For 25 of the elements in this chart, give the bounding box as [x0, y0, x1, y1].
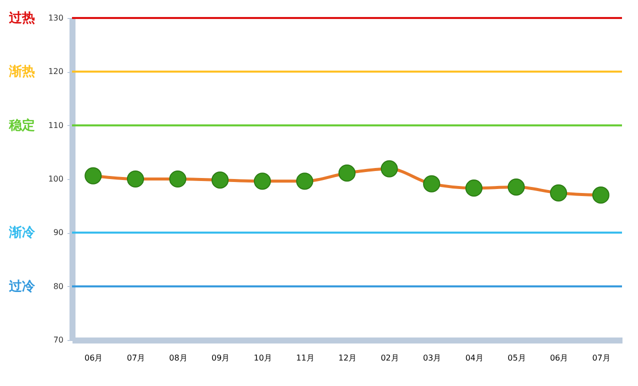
x-tick-label: 07月 [592, 354, 610, 362]
x-tick-label: 10月 [254, 354, 272, 362]
y-tick-label: 100 [48, 174, 64, 184]
y-tick-label: 110 [48, 120, 64, 130]
text: 渐热 [8, 64, 35, 80]
text: 过热 [8, 11, 35, 26]
x-tick-label: 02月 [380, 354, 399, 362]
y-tick-label: 90 [53, 228, 64, 238]
y-tick-label: 80 [53, 282, 64, 291]
y-tick-label: 70 [53, 336, 64, 344]
y-tick-label: 120 [48, 67, 64, 76]
x-tick-label: 11月 [296, 354, 314, 362]
x-tick-label: 05月 [508, 354, 526, 362]
x-tick-label: 08月 [169, 354, 188, 362]
x-tick-label: 06月 [84, 354, 103, 362]
x-tick-label: 07月 [126, 354, 146, 362]
y-tick-label: 130 [48, 14, 64, 22]
text: 稳定 [8, 117, 35, 134]
x-tick-label: 09月 [211, 354, 230, 362]
x-tick-label: 12月 [338, 354, 357, 362]
text: 过冷 [8, 279, 36, 294]
x-tick-label: 04月 [465, 354, 484, 362]
text: 渐冷 [8, 226, 36, 241]
x-tick-label: 06月 [550, 354, 568, 362]
x-tick-label: 03月 [423, 354, 442, 362]
